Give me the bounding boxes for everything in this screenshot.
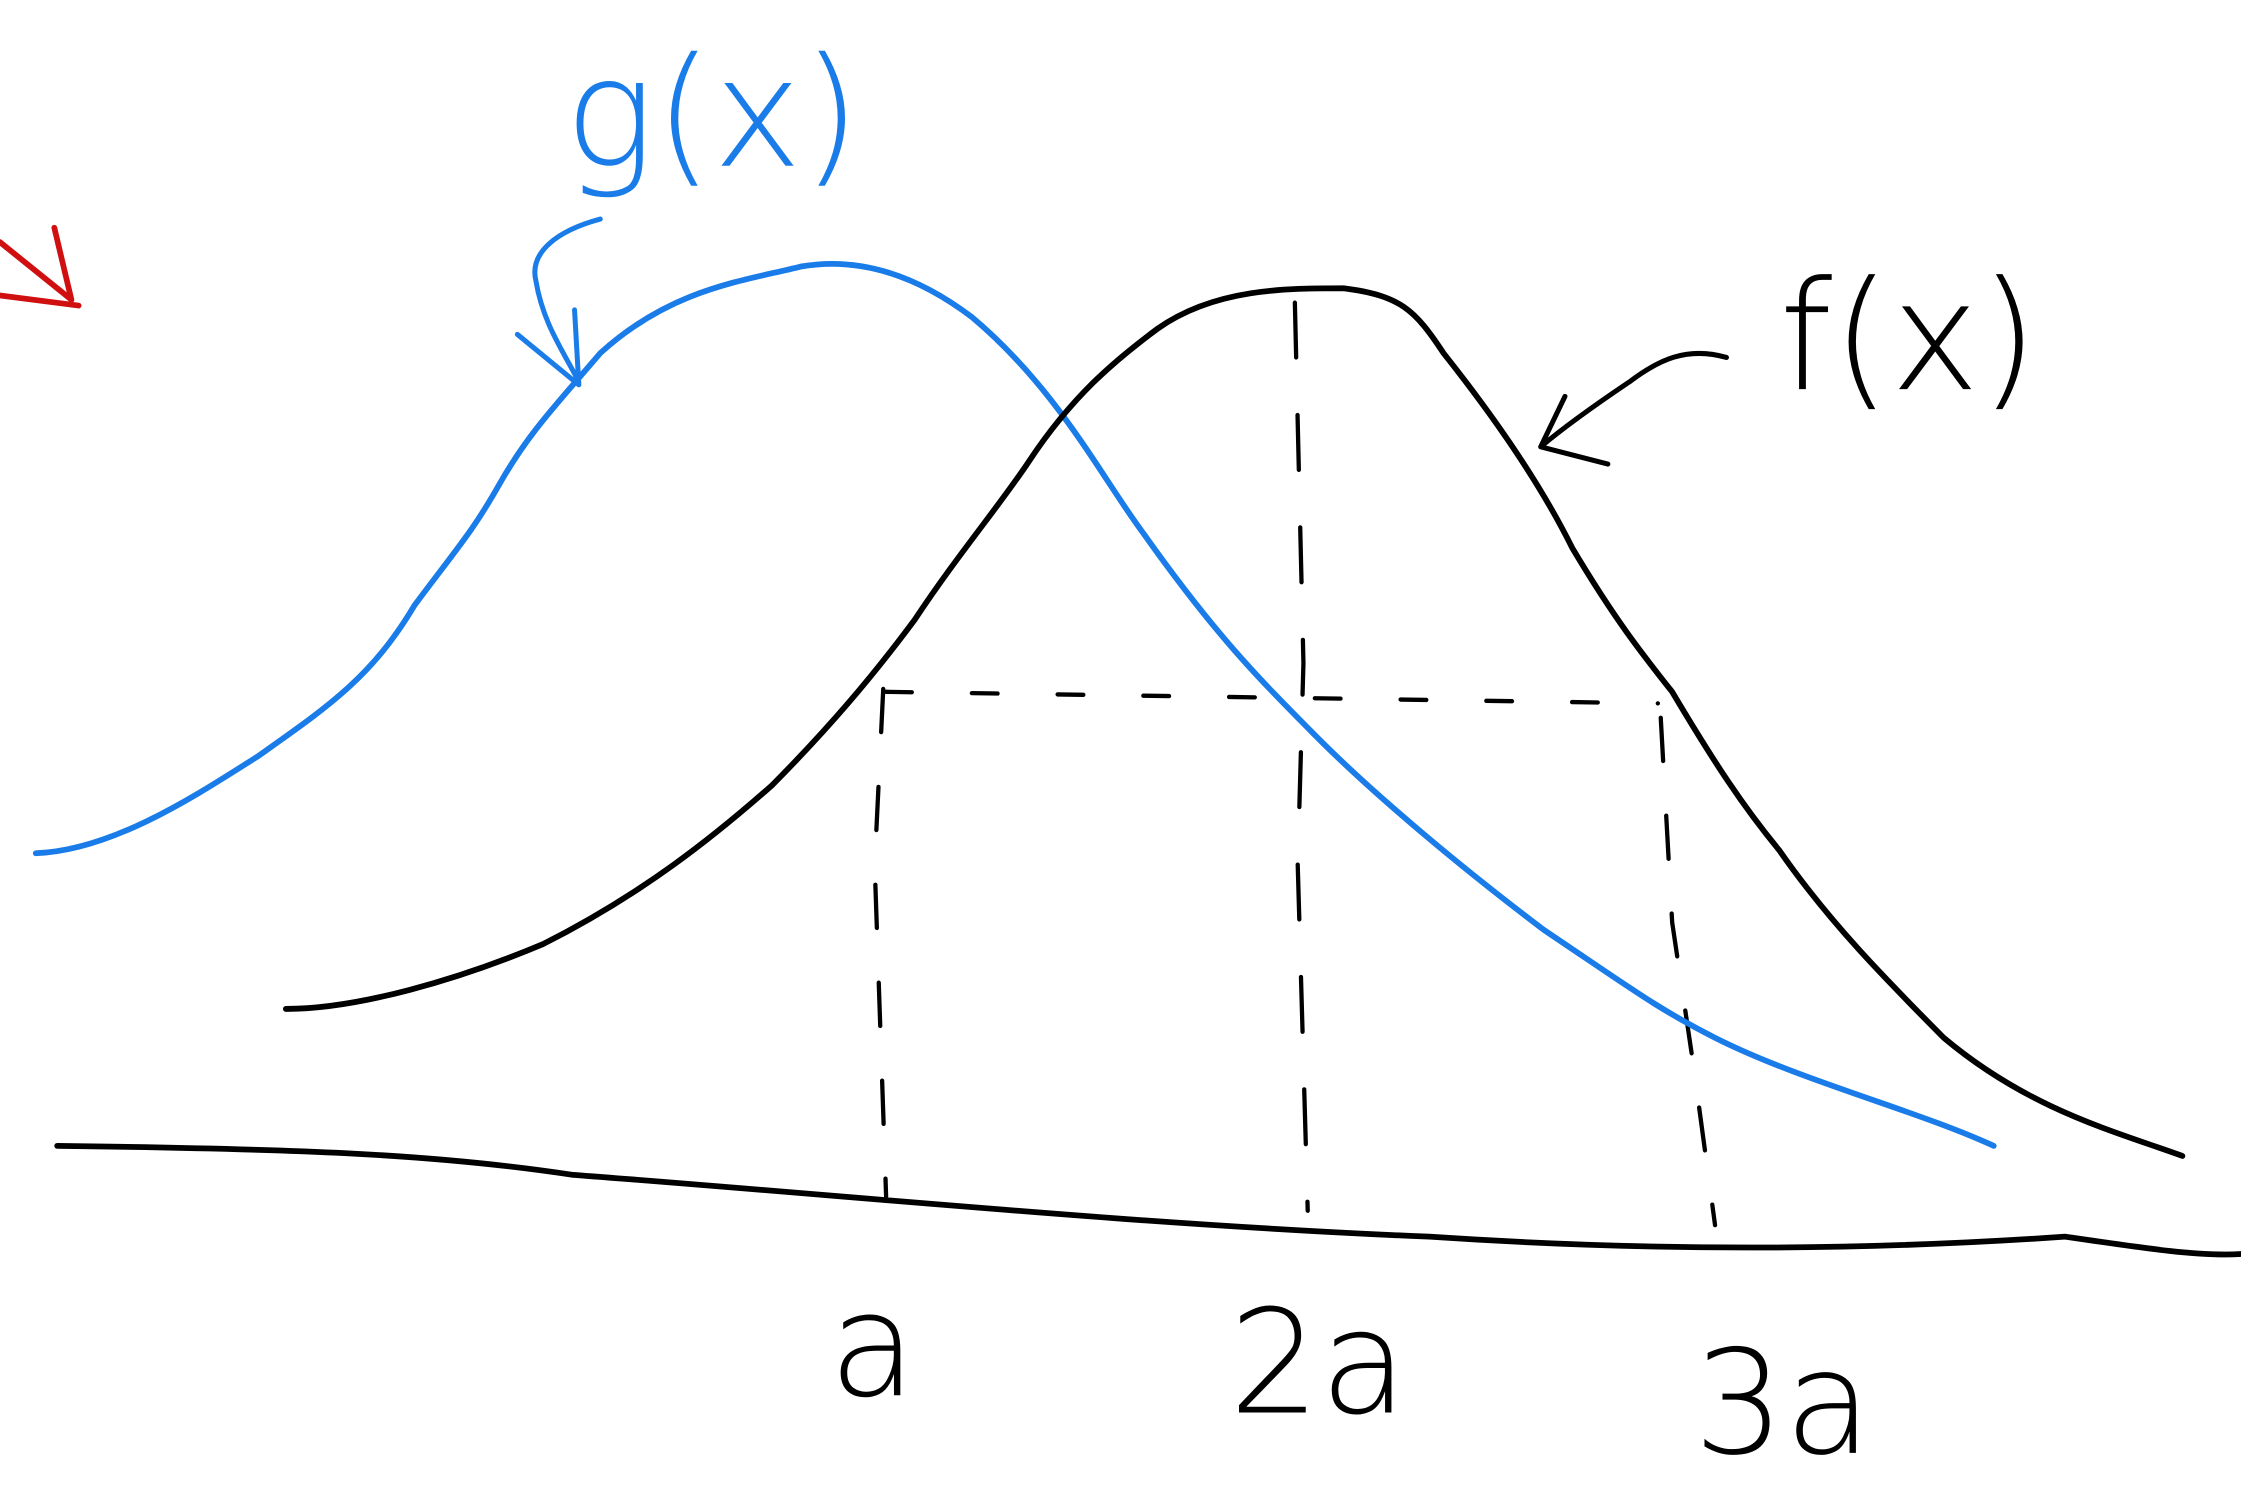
axis-label: a: [829, 1262, 917, 1430]
guide-line: [1658, 715, 1718, 1228]
arrow-g: [514, 216, 603, 388]
guide-line: [1292, 300, 1310, 1213]
curve-label-g: g(x): [565, 25, 861, 202]
axis-label: 2a: [1229, 1279, 1408, 1447]
guide-line: [872, 686, 889, 1199]
curve-label-f: f(x): [1779, 249, 2038, 426]
axis-label: 3a: [1694, 1319, 1873, 1487]
red-mark: [0, 224, 82, 309]
arrow-f: [1538, 350, 1729, 467]
curve-g: [32, 261, 1997, 1149]
curve-f: [282, 285, 2186, 1159]
x-axis: [54, 1142, 2241, 1258]
